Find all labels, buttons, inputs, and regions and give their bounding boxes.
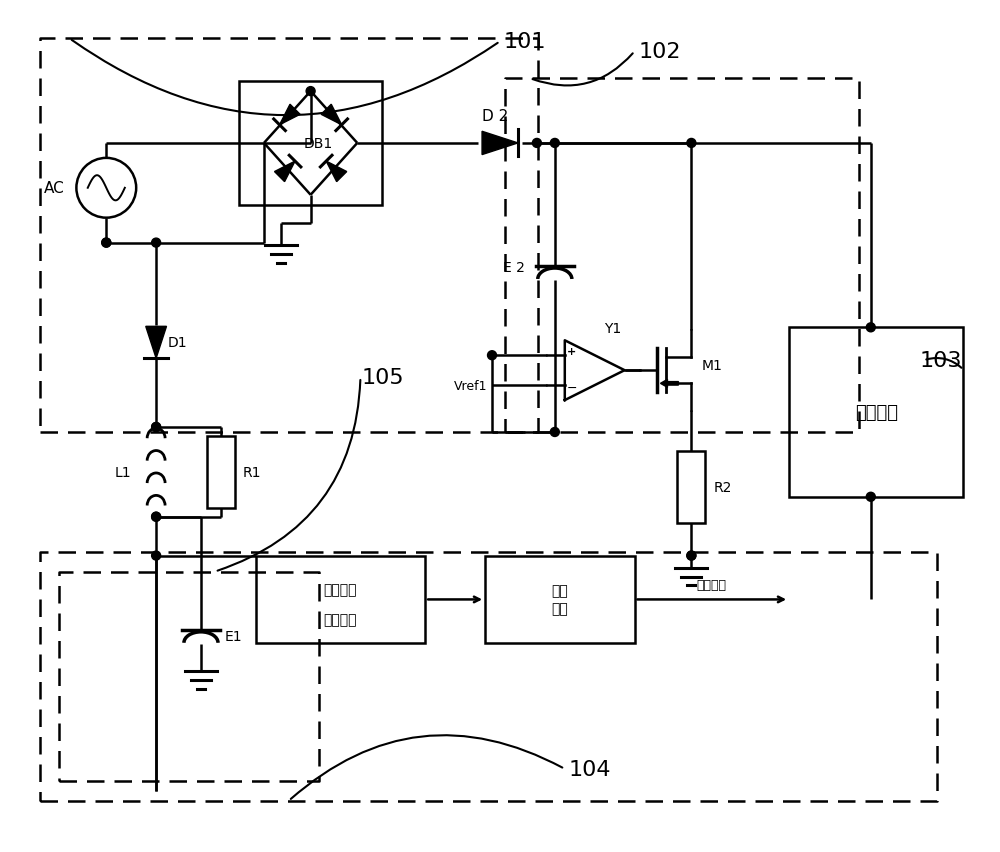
Circle shape bbox=[687, 139, 696, 148]
Circle shape bbox=[152, 423, 161, 432]
Text: R2: R2 bbox=[713, 481, 732, 494]
Circle shape bbox=[102, 239, 111, 248]
Circle shape bbox=[866, 492, 875, 502]
Text: 103: 103 bbox=[919, 351, 962, 371]
Bar bbox=[485, 556, 635, 643]
Text: L1: L1 bbox=[115, 465, 131, 480]
Polygon shape bbox=[321, 105, 342, 125]
Bar bbox=[256, 556, 425, 643]
Polygon shape bbox=[280, 105, 300, 125]
Circle shape bbox=[488, 351, 497, 360]
Text: 供电单元: 供电单元 bbox=[324, 612, 357, 626]
Text: +: + bbox=[567, 347, 576, 357]
Text: Y1: Y1 bbox=[604, 322, 621, 336]
Text: −: − bbox=[567, 381, 577, 394]
Polygon shape bbox=[482, 132, 518, 155]
Circle shape bbox=[152, 239, 161, 248]
Text: 控制模块: 控制模块 bbox=[324, 582, 357, 596]
Polygon shape bbox=[146, 327, 166, 359]
Circle shape bbox=[550, 428, 559, 437]
Bar bbox=[677, 452, 705, 523]
Text: Vref1: Vref1 bbox=[454, 379, 487, 392]
Circle shape bbox=[152, 551, 161, 561]
Bar bbox=[239, 82, 382, 205]
Text: 控制信号: 控制信号 bbox=[697, 579, 727, 591]
Circle shape bbox=[532, 139, 541, 148]
Text: 105: 105 bbox=[361, 368, 404, 388]
Text: 控制
模块: 控制 模块 bbox=[551, 584, 568, 616]
Circle shape bbox=[152, 513, 161, 521]
Circle shape bbox=[550, 139, 559, 148]
Circle shape bbox=[152, 423, 161, 432]
Polygon shape bbox=[275, 162, 295, 182]
FancyArrow shape bbox=[660, 380, 678, 388]
Bar bbox=[207, 436, 235, 508]
Circle shape bbox=[152, 513, 161, 521]
Text: AC: AC bbox=[44, 181, 64, 196]
Circle shape bbox=[306, 88, 315, 96]
Text: E 2: E 2 bbox=[503, 260, 525, 274]
Circle shape bbox=[866, 324, 875, 332]
Circle shape bbox=[687, 551, 696, 561]
Text: 102: 102 bbox=[638, 42, 681, 62]
Text: 恒流单元: 恒流单元 bbox=[855, 404, 898, 422]
Circle shape bbox=[687, 551, 696, 561]
Text: 101: 101 bbox=[504, 32, 546, 52]
Text: 104: 104 bbox=[568, 759, 611, 779]
Text: D1: D1 bbox=[168, 336, 188, 350]
Text: DB1: DB1 bbox=[304, 137, 333, 151]
Circle shape bbox=[102, 239, 111, 248]
Bar bbox=[789, 328, 963, 498]
Polygon shape bbox=[326, 162, 347, 182]
Text: E1: E1 bbox=[225, 630, 243, 643]
Text: R1: R1 bbox=[243, 465, 261, 480]
Text: M1: M1 bbox=[701, 359, 722, 373]
Text: D 2: D 2 bbox=[482, 108, 508, 124]
